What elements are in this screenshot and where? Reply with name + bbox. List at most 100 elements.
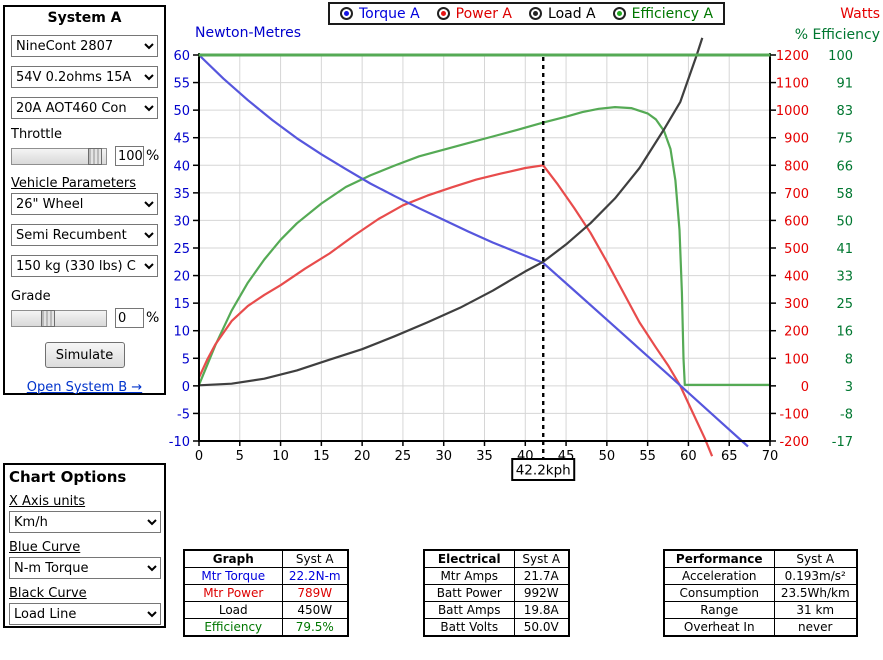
y-left-tick-label: -5 bbox=[177, 407, 190, 422]
chart-legend: Torque A Power A Load A Efficiency A bbox=[328, 2, 726, 25]
graph-table: Graph Syst A Mtr Torque 22.2N-m Mtr Power 789… bbox=[183, 549, 349, 637]
radio-dot-icon[interactable] bbox=[612, 7, 626, 20]
x-tick-label: 25 bbox=[395, 449, 412, 464]
y-left-tick-label: 15 bbox=[173, 297, 190, 312]
table-header-row: Electrical Syst A bbox=[423, 549, 570, 568]
efficiency-tick-label: 41 bbox=[836, 242, 853, 257]
y-left-tick-label: 25 bbox=[173, 242, 190, 257]
chart-options-title: Chart Options bbox=[9, 468, 127, 486]
row-value-cell: 23.5Wh/km bbox=[773, 584, 858, 602]
legend-item-torque-a[interactable]: Torque A bbox=[340, 6, 420, 22]
performance-table: Performance Syst A Acceleration 0.193m/s² Co… bbox=[663, 549, 858, 637]
table-row: Efficiency 79.5% bbox=[183, 618, 349, 637]
x-tick-label: 50 bbox=[599, 449, 616, 464]
x-tick-label: 35 bbox=[476, 449, 493, 464]
header-cell: Electrical bbox=[423, 549, 515, 568]
y-left-tick-label: 40 bbox=[173, 159, 190, 174]
table-row: Range 31 km bbox=[663, 601, 858, 619]
system-a-title: System A bbox=[47, 10, 122, 26]
y-left-tick-label: 60 bbox=[173, 49, 190, 64]
radio-dot bbox=[344, 11, 349, 16]
header-cell: Syst A bbox=[513, 549, 570, 568]
throttle-slider-row: % bbox=[11, 146, 164, 166]
efficiency-tick-label: 75 bbox=[836, 132, 853, 147]
row-label-cell: Efficiency bbox=[183, 618, 283, 637]
table-row: Overheat In never bbox=[663, 618, 858, 637]
x-tick-label: 10 bbox=[272, 449, 289, 464]
throttle-input[interactable] bbox=[115, 146, 144, 166]
efficiency-tick-label: 16 bbox=[836, 325, 853, 340]
grade-label: Grade bbox=[11, 289, 51, 304]
watts-tick-label: 500 bbox=[784, 242, 809, 257]
row-label-cell: Load bbox=[183, 601, 283, 619]
watts-tick-label: 600 bbox=[784, 214, 809, 229]
graph-results-table: Graph Syst A Mtr Torque 22.2N-m Mtr Power 789… bbox=[183, 549, 349, 637]
radio-dot bbox=[616, 11, 622, 16]
black-curve-select[interactable]: Load Line bbox=[9, 603, 161, 625]
throttle-slider[interactable] bbox=[11, 147, 107, 165]
x-tick-label: 5 bbox=[236, 449, 244, 464]
grade-slider-thumb[interactable] bbox=[41, 309, 55, 327]
x-axis-units-select[interactable]: Km/h bbox=[9, 511, 161, 533]
watts-tick-label: 200 bbox=[784, 325, 809, 340]
watts-tick-label: -100 bbox=[779, 407, 809, 422]
weight-select[interactable]: 150 kg (330 lbs) C bbox=[11, 255, 158, 277]
efficiency-tick-label: 8 bbox=[845, 352, 853, 367]
watts-tick-label: 0 bbox=[801, 380, 809, 395]
row-label-cell: Range bbox=[663, 601, 775, 619]
watts-tick-label: 1100 bbox=[776, 77, 809, 92]
blue-curve-select[interactable]: N-m Torque bbox=[9, 557, 161, 579]
radio-dot-icon[interactable] bbox=[340, 7, 353, 20]
legend-item-power-a[interactable]: Power A bbox=[436, 6, 512, 22]
riding-position-select[interactable]: Semi Recumbent bbox=[11, 224, 158, 246]
controller-select[interactable]: 20A AOT460 Con bbox=[11, 97, 158, 119]
table-row: Batt Power 992W bbox=[423, 584, 570, 602]
wheel-select[interactable]: 26" Wheel bbox=[11, 193, 158, 215]
row-value-cell: 0.193m/s² bbox=[773, 567, 858, 585]
grade-slider[interactable] bbox=[11, 309, 107, 327]
table-row: Consumption 23.5Wh/km bbox=[663, 584, 858, 602]
row-value-cell: 21.7A bbox=[513, 567, 570, 585]
watts-tick-label: 100 bbox=[784, 352, 809, 367]
efficiency-tick-label: 91 bbox=[836, 77, 853, 92]
grade-unit: % bbox=[146, 310, 160, 326]
table-row: Mtr Amps 21.7A bbox=[423, 567, 570, 585]
watts-tick-label: 1200 bbox=[776, 49, 809, 64]
electrical-table: Electrical Syst A Mtr Amps 21.7A Batt Power 9… bbox=[423, 549, 570, 637]
throttle-slider-thumb[interactable] bbox=[88, 147, 102, 165]
row-label-cell: Overheat In bbox=[663, 618, 775, 637]
watts-tick-label: 900 bbox=[784, 132, 809, 147]
watts-axis-title: Watts bbox=[840, 6, 880, 22]
radio-dot-icon[interactable] bbox=[529, 7, 543, 20]
table-row: Load 450W bbox=[183, 601, 349, 619]
legend-item-efficiency-a[interactable]: Efficiency A bbox=[612, 5, 714, 22]
blue-curve-label: Blue Curve bbox=[9, 540, 81, 555]
throttle-unit: % bbox=[146, 148, 160, 164]
row-label-cell: Mtr Amps bbox=[423, 567, 515, 585]
efficiency-tick-label: 50 bbox=[836, 214, 853, 229]
table-row: Mtr Torque 22.2N-m bbox=[183, 567, 349, 585]
x-tick-label: 60 bbox=[680, 449, 697, 464]
radio-dot-icon[interactable] bbox=[436, 7, 450, 20]
row-value-cell: 22.2N-m bbox=[281, 567, 349, 585]
x-tick-label: 15 bbox=[313, 449, 330, 464]
row-label-cell: Batt Power bbox=[423, 584, 515, 602]
row-label-cell: Mtr Torque bbox=[183, 567, 283, 585]
header-cell: Syst A bbox=[773, 549, 858, 568]
efficiency-a-curve bbox=[197, 106, 770, 386]
simulate-button[interactable]: Simulate bbox=[44, 342, 125, 368]
torque-a-curve bbox=[198, 54, 749, 448]
row-label-cell: Consumption bbox=[663, 584, 775, 602]
battery-select[interactable]: 54V 0.2ohms 15A bbox=[11, 66, 158, 88]
legend-label: Efficiency A bbox=[631, 5, 714, 22]
table-header-row: Graph Syst A bbox=[183, 549, 349, 568]
open-system-b-link[interactable]: Open System B → bbox=[26, 380, 143, 395]
row-value-cell: never bbox=[773, 618, 858, 637]
simulation-chart: 0 5 10 15 20 25 30 35 40 45 50 55 60 65 70605550454035… bbox=[169, 6, 880, 481]
vehicle-parameters-label: Vehicle Parameters bbox=[11, 176, 137, 191]
y-left-tick-label: 35 bbox=[173, 187, 190, 202]
grade-input[interactable] bbox=[115, 308, 144, 328]
motor-select[interactable]: NineCont 2807 bbox=[11, 35, 158, 57]
legend-item-load-a[interactable]: Load A bbox=[529, 6, 596, 22]
